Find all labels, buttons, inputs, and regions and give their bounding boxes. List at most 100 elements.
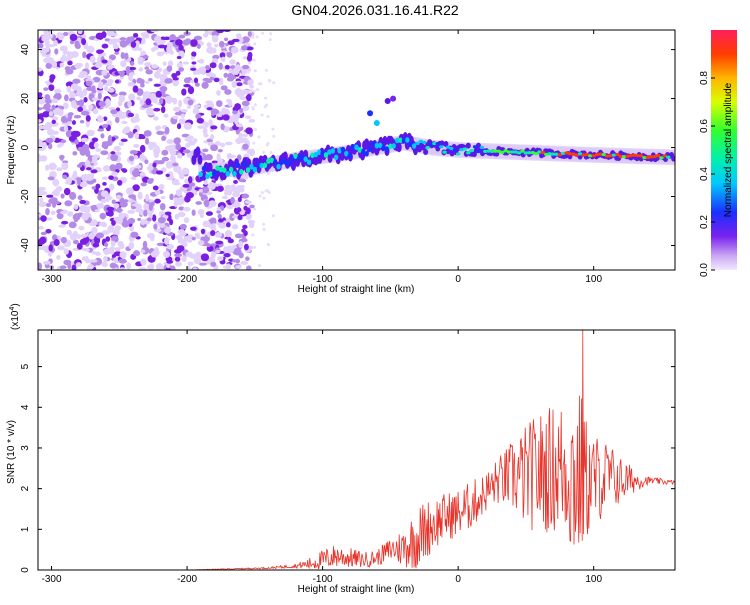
heatmap-noise-cell: [243, 76, 249, 82]
heatmap-noise-cell: [78, 225, 85, 231]
heatmap-noise-cell: [129, 149, 138, 155]
heatmap-noise-cell: [71, 120, 77, 125]
colorbar-tick-label: 0.2: [699, 215, 710, 229]
heatmap-noise-cell: [91, 186, 96, 190]
heatmap-core-cell: [239, 169, 244, 175]
heatmap-noise-cell: [216, 100, 223, 108]
heatmap-noise-cell: [200, 253, 210, 262]
heatmap-core-cell: [235, 162, 241, 168]
heatmap-noise-cell: [177, 201, 183, 206]
snr-ylabel: SNR (10 * v/v): [6, 420, 17, 484]
heatmap-noise-cell: [188, 140, 196, 146]
heatmap-ridge-cell: [197, 154, 203, 165]
heatmap-noise-cell: [223, 30, 231, 33]
heatmap-noise-cell: [67, 60, 73, 66]
heatmap-noise-cell: [197, 209, 205, 215]
heatmap-noise-cell: [183, 149, 191, 154]
heatmap-noise-cell: [60, 193, 65, 199]
heatmap-noise-cell: [142, 54, 149, 59]
heatmap-noise-cell: [192, 267, 198, 270]
heatmap-core-cell: [259, 162, 264, 169]
heatmap-core-cell: [350, 144, 356, 150]
heatmap-noise-cell: [63, 259, 72, 266]
heatmap-noise-cell: [145, 98, 152, 106]
heatmap-noise-cell: [232, 110, 238, 115]
heatmap-noise-cell: [193, 256, 202, 265]
heatmap-core-cell: [530, 151, 535, 155]
heatmap-ridge-cell: [443, 141, 449, 148]
heatmap-noise-cell: [144, 91, 152, 96]
heatmap-noise-cell: [204, 154, 213, 161]
heatmap-noise-cell: [78, 99, 84, 108]
heatmap-noise-cell: [233, 188, 240, 196]
heatmap-noise-cell: [82, 51, 87, 59]
heatmap-noise-cell: [248, 118, 256, 123]
heatmap-noise-cell: [130, 41, 137, 48]
heatmap-noise-cell: [216, 158, 224, 164]
heatmap-noise-cell: [148, 144, 154, 151]
heatmap-noise-cell: [117, 100, 123, 107]
heatmap-noise-cell: [59, 45, 68, 52]
heatmap-noise-cell: [53, 94, 59, 100]
heatmap-core-cell: [533, 151, 539, 156]
heatmap-noise-cell: [174, 256, 181, 262]
heatmap-core-cell: [652, 154, 657, 159]
heatmap-core-cell: [340, 146, 346, 153]
heatmap-noise-cell: [121, 168, 128, 173]
heatmap-noise-cell: [221, 195, 229, 200]
heatmap-core-cell: [645, 155, 651, 160]
heatmap-noise-cell: [45, 137, 54, 143]
x-tick-label: -200: [177, 574, 197, 585]
heatmap-noise-cell: [38, 141, 44, 148]
heatmap-noise-cell: [244, 200, 252, 204]
heatmap-noise-cell: [51, 116, 59, 121]
heatmap-noise-cell: [194, 232, 200, 239]
heatmap-core-cell: [300, 154, 305, 161]
heatmap-noise-cell: [118, 258, 127, 264]
heatmap-noise-cell: [103, 248, 112, 255]
heatmap-noise-cell: [223, 253, 231, 258]
heatmap-ridge-cell: [439, 140, 445, 147]
heatmap-core-cell: [445, 145, 451, 149]
heatmap-noise-cell: [114, 51, 120, 55]
heatmap-core-cell: [659, 156, 664, 160]
heatmap-noise-cell: [126, 262, 132, 270]
heatmap-noise-cell: [109, 164, 117, 172]
heatmap-noise-cell: [210, 230, 216, 236]
heatmap-noise-cell: [150, 94, 155, 102]
heatmap-noise-cell: [201, 81, 209, 89]
heatmap-noise-cell: [133, 155, 139, 160]
heatmap-noise-cell: [238, 252, 244, 259]
heatmap-noise-cell: [160, 195, 166, 200]
heatmap-noise-cell: [108, 58, 113, 66]
heatmap-noise-cell: [47, 123, 56, 127]
heatmap-noise-cell: [216, 185, 224, 192]
heatmap-noise-cell: [140, 249, 146, 254]
heatmap-noise-cell: [157, 216, 166, 224]
heatmap-noise-cell: [84, 159, 91, 167]
heatmap-noise-cell: [177, 211, 186, 218]
heatmap-core-cell: [245, 167, 251, 173]
heatmap-noise-cell: [91, 97, 100, 101]
heatmap-core-cell: [354, 144, 359, 151]
heatmap-noise-cell: [85, 80, 93, 87]
heatmap-core-cell: [540, 150, 546, 155]
heatmap-noise-cell: [125, 187, 134, 195]
heatmap-noise-cell: [262, 150, 266, 154]
heatmap-noise-cell: [175, 39, 183, 46]
heatmap-noise-cell: [152, 162, 157, 168]
heatmap-noise-cell: [156, 160, 165, 165]
heatmap-noise-cell: [182, 39, 191, 46]
heatmap-noise-cell: [61, 162, 69, 170]
heatmap-noise-cell: [238, 178, 246, 183]
heatmap-noise-cell: [230, 196, 235, 204]
heatmap-noise-cell: [49, 76, 55, 83]
heatmap-noise-cell: [198, 58, 205, 64]
heatmap-core-cell: [310, 152, 315, 159]
heatmap-noise-cell: [157, 44, 167, 49]
heatmap-noise-cell: [201, 186, 210, 194]
heatmap-noise-cell: [253, 245, 257, 249]
heatmap-noise-cell: [225, 263, 232, 270]
heatmap-noise-cell: [193, 77, 199, 84]
heatmap-noise-cell: [139, 172, 146, 177]
